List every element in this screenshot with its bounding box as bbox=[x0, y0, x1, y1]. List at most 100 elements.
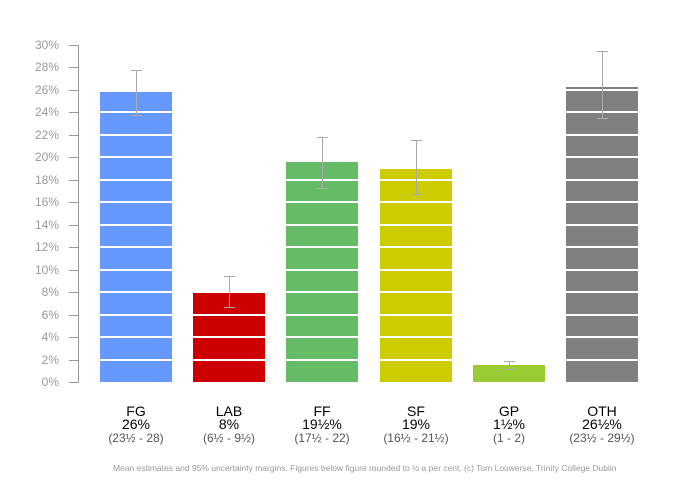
gridline bbox=[380, 358, 452, 361]
y-tick bbox=[69, 224, 78, 226]
error-cap bbox=[596, 50, 608, 52]
error-cap bbox=[503, 368, 515, 370]
gridline bbox=[566, 246, 638, 249]
bar-gp bbox=[473, 365, 545, 382]
party-name: SF bbox=[407, 403, 425, 419]
y-tick bbox=[69, 67, 78, 69]
category-label-gp: GP 1½% (1 - 2) bbox=[454, 403, 564, 445]
gridline bbox=[100, 336, 172, 339]
gridline bbox=[566, 358, 638, 361]
y-tick bbox=[69, 314, 78, 316]
bar-sf bbox=[380, 168, 452, 382]
gridline bbox=[566, 178, 638, 181]
gridline bbox=[193, 358, 265, 361]
gridline bbox=[100, 358, 172, 361]
y-tick bbox=[69, 157, 78, 159]
y-tick bbox=[69, 112, 78, 114]
party-estimate: 19½% bbox=[302, 416, 342, 432]
gridline bbox=[380, 268, 452, 271]
gridline bbox=[566, 291, 638, 294]
y-tick-label: 24% bbox=[34, 105, 59, 120]
party-estimate: 26½% bbox=[582, 416, 622, 432]
gridline bbox=[286, 246, 358, 249]
gridline bbox=[566, 313, 638, 316]
y-tick-label: 20% bbox=[34, 150, 59, 165]
category-label-fg: FG 26% (23½ - 28) bbox=[81, 403, 191, 445]
y-tick-label: 16% bbox=[34, 195, 59, 210]
party-estimate: 19% bbox=[401, 416, 431, 432]
y-tick bbox=[69, 134, 78, 136]
gridline bbox=[286, 336, 358, 339]
gridline bbox=[380, 313, 452, 316]
gridline bbox=[100, 313, 172, 316]
party-name: FF bbox=[313, 403, 331, 419]
error-cap bbox=[130, 69, 142, 71]
y-tick bbox=[69, 292, 78, 294]
party-interval: (1 - 2) bbox=[492, 431, 525, 445]
party-estimate: 8% bbox=[218, 416, 240, 432]
y-tick-label: 0% bbox=[41, 375, 59, 389]
party-interval: (16½ - 21½) bbox=[383, 431, 449, 445]
gridline bbox=[100, 178, 172, 181]
y-tick-label: 30% bbox=[34, 38, 59, 52]
y-tick-label: 2% bbox=[41, 352, 59, 367]
gridline bbox=[100, 268, 172, 271]
error-cap bbox=[316, 137, 328, 139]
party-estimate: 26% bbox=[121, 416, 151, 432]
gridline bbox=[100, 133, 172, 136]
y-tick bbox=[69, 269, 78, 271]
error-cap bbox=[410, 140, 422, 142]
gridline bbox=[100, 223, 172, 226]
y-tick bbox=[69, 45, 78, 46]
y-tick bbox=[69, 89, 78, 91]
y-tick-label: 14% bbox=[34, 217, 59, 232]
error-bar bbox=[601, 50, 603, 118]
gridline bbox=[193, 336, 265, 339]
error-cap bbox=[223, 276, 235, 278]
error-bar bbox=[228, 276, 230, 307]
gridline bbox=[566, 223, 638, 226]
gridline bbox=[380, 223, 452, 226]
y-tick bbox=[69, 359, 78, 361]
gridline bbox=[380, 246, 452, 249]
party-name: LAB bbox=[215, 403, 243, 419]
gridline bbox=[100, 201, 172, 204]
error-cap bbox=[410, 194, 422, 196]
error-cap bbox=[503, 360, 515, 362]
y-tick-label: 12% bbox=[34, 240, 59, 255]
gridline bbox=[100, 291, 172, 294]
y-tick bbox=[69, 337, 78, 339]
gridline bbox=[566, 201, 638, 204]
bar-ff bbox=[286, 161, 358, 382]
error-cap bbox=[130, 114, 142, 116]
gridline bbox=[380, 291, 452, 294]
gridline bbox=[566, 336, 638, 339]
y-tick-label: 6% bbox=[41, 307, 59, 322]
party-interval: (23½ - 29½) bbox=[569, 431, 635, 445]
category-label-oth: OTH 26½% (23½ - 29½) bbox=[547, 404, 657, 445]
y-tick bbox=[69, 247, 78, 249]
y-tick bbox=[69, 179, 78, 181]
bar-fg bbox=[100, 92, 172, 382]
y-tick-label: 4% bbox=[41, 330, 59, 345]
gridline bbox=[286, 201, 358, 204]
gridline bbox=[193, 313, 265, 316]
y-tick-label: 10% bbox=[34, 262, 59, 277]
gridline bbox=[100, 156, 172, 159]
error-cap bbox=[223, 306, 235, 308]
party-interval: (23½ - 28) bbox=[108, 431, 164, 445]
error-bar bbox=[135, 69, 137, 115]
party-name: GP bbox=[498, 403, 520, 419]
error-cap bbox=[596, 118, 608, 120]
y-tick bbox=[69, 202, 78, 204]
gridline bbox=[566, 133, 638, 136]
gridline bbox=[286, 358, 358, 361]
y-tick-label: 22% bbox=[34, 127, 59, 142]
party-name: FG bbox=[126, 403, 146, 419]
gridline bbox=[380, 336, 452, 339]
error-bar bbox=[321, 137, 323, 188]
error-bar bbox=[415, 140, 417, 195]
y-axis-line bbox=[78, 45, 79, 383]
party-interval: (17½ - 22) bbox=[294, 431, 350, 445]
